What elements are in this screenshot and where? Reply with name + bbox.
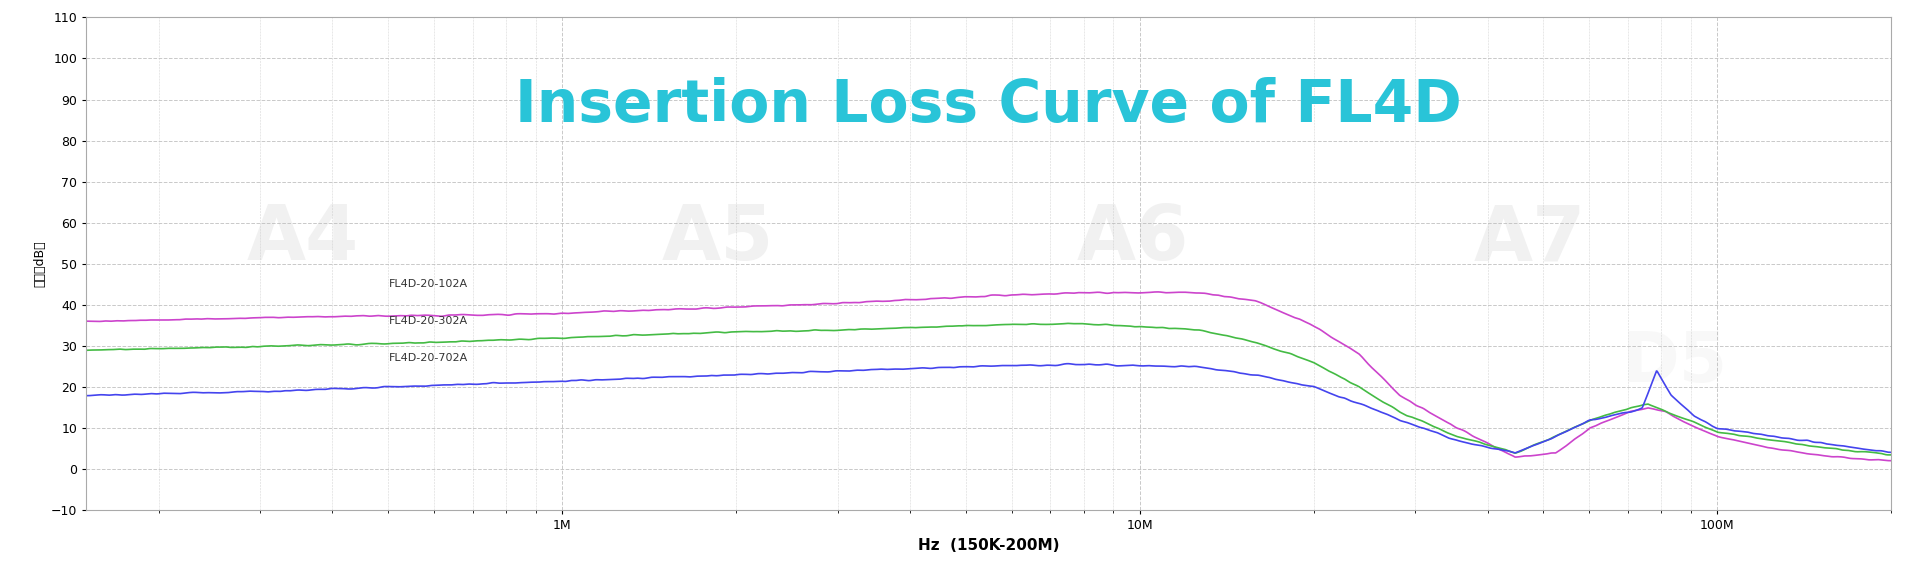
Text: A7: A7 (1475, 202, 1586, 276)
Text: FL4D-20-702A: FL4D-20-702A (388, 353, 468, 364)
Y-axis label: 幅値（dB）: 幅値（dB） (35, 241, 46, 287)
Text: A5: A5 (662, 202, 774, 276)
Text: A4: A4 (248, 202, 359, 276)
Text: FL4D-20-302A: FL4D-20-302A (388, 317, 467, 327)
Text: D5: D5 (1622, 329, 1728, 396)
Text: Insertion Loss Curve of FL4D: Insertion Loss Curve of FL4D (515, 77, 1463, 133)
Text: FL4D-20-102A: FL4D-20-102A (388, 280, 467, 289)
X-axis label: Hz  (150K-200M): Hz (150K-200M) (918, 538, 1060, 553)
Text: A6: A6 (1077, 202, 1188, 276)
